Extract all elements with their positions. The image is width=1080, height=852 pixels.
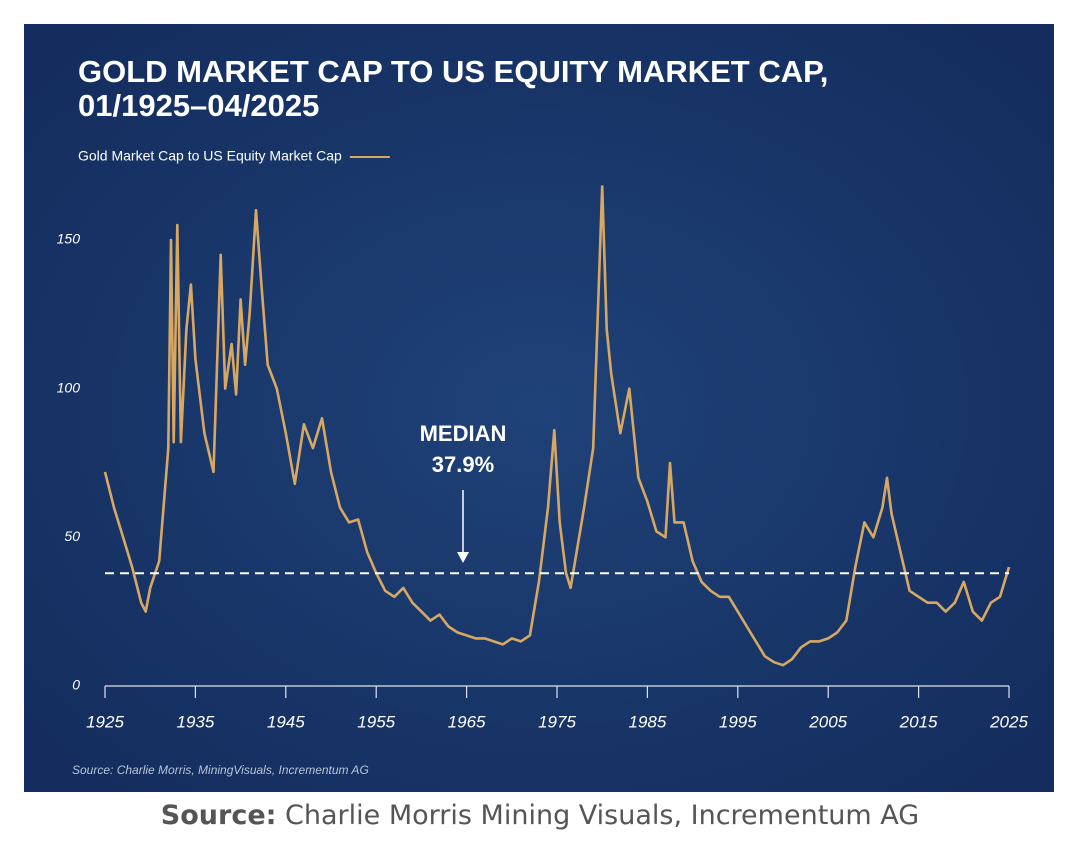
y-tick-label: 0 [72, 677, 80, 693]
x-tick-label: 1975 [538, 712, 576, 731]
source: Source: Charlie Morris, MiningVisuals, I… [72, 763, 369, 777]
annotation: MEDIAN [420, 421, 507, 446]
x-tick-label: 2015 [899, 712, 938, 731]
x-tick-label: 1955 [357, 712, 395, 731]
x-tick-label: 1985 [628, 712, 666, 731]
y-tick-label: 100 [57, 379, 81, 395]
x-tick-label: 1935 [176, 712, 214, 731]
panel [24, 24, 1054, 792]
x-tick-label: 1925 [86, 712, 124, 731]
caption-text: Charlie Morris Mining Visuals, Increment… [285, 800, 920, 831]
x-tick-label: 2005 [808, 712, 847, 731]
x-tick-label: 1965 [448, 712, 486, 731]
y-tick-label: 150 [57, 231, 81, 247]
chart-title: GOLD MARKET CAP TO US EQUITY MARKET CAP, [78, 54, 828, 89]
chart-title: 01/1925–04/2025 [78, 88, 319, 123]
annotation: 37.9% [432, 452, 494, 477]
x-tick-label: 1995 [719, 712, 757, 731]
legend-label: Gold Market Cap to US Equity Market Cap [78, 148, 342, 164]
y-tick-label: 50 [64, 528, 80, 544]
arrow-head [457, 552, 469, 563]
data-line [103, 185, 1011, 667]
caption: Source: Charlie Morris Mining Visuals, I… [0, 800, 1080, 831]
x-tick-label: 1945 [267, 712, 305, 731]
caption-label: Source: [160, 800, 277, 831]
x-tick-label: 2025 [989, 712, 1028, 731]
